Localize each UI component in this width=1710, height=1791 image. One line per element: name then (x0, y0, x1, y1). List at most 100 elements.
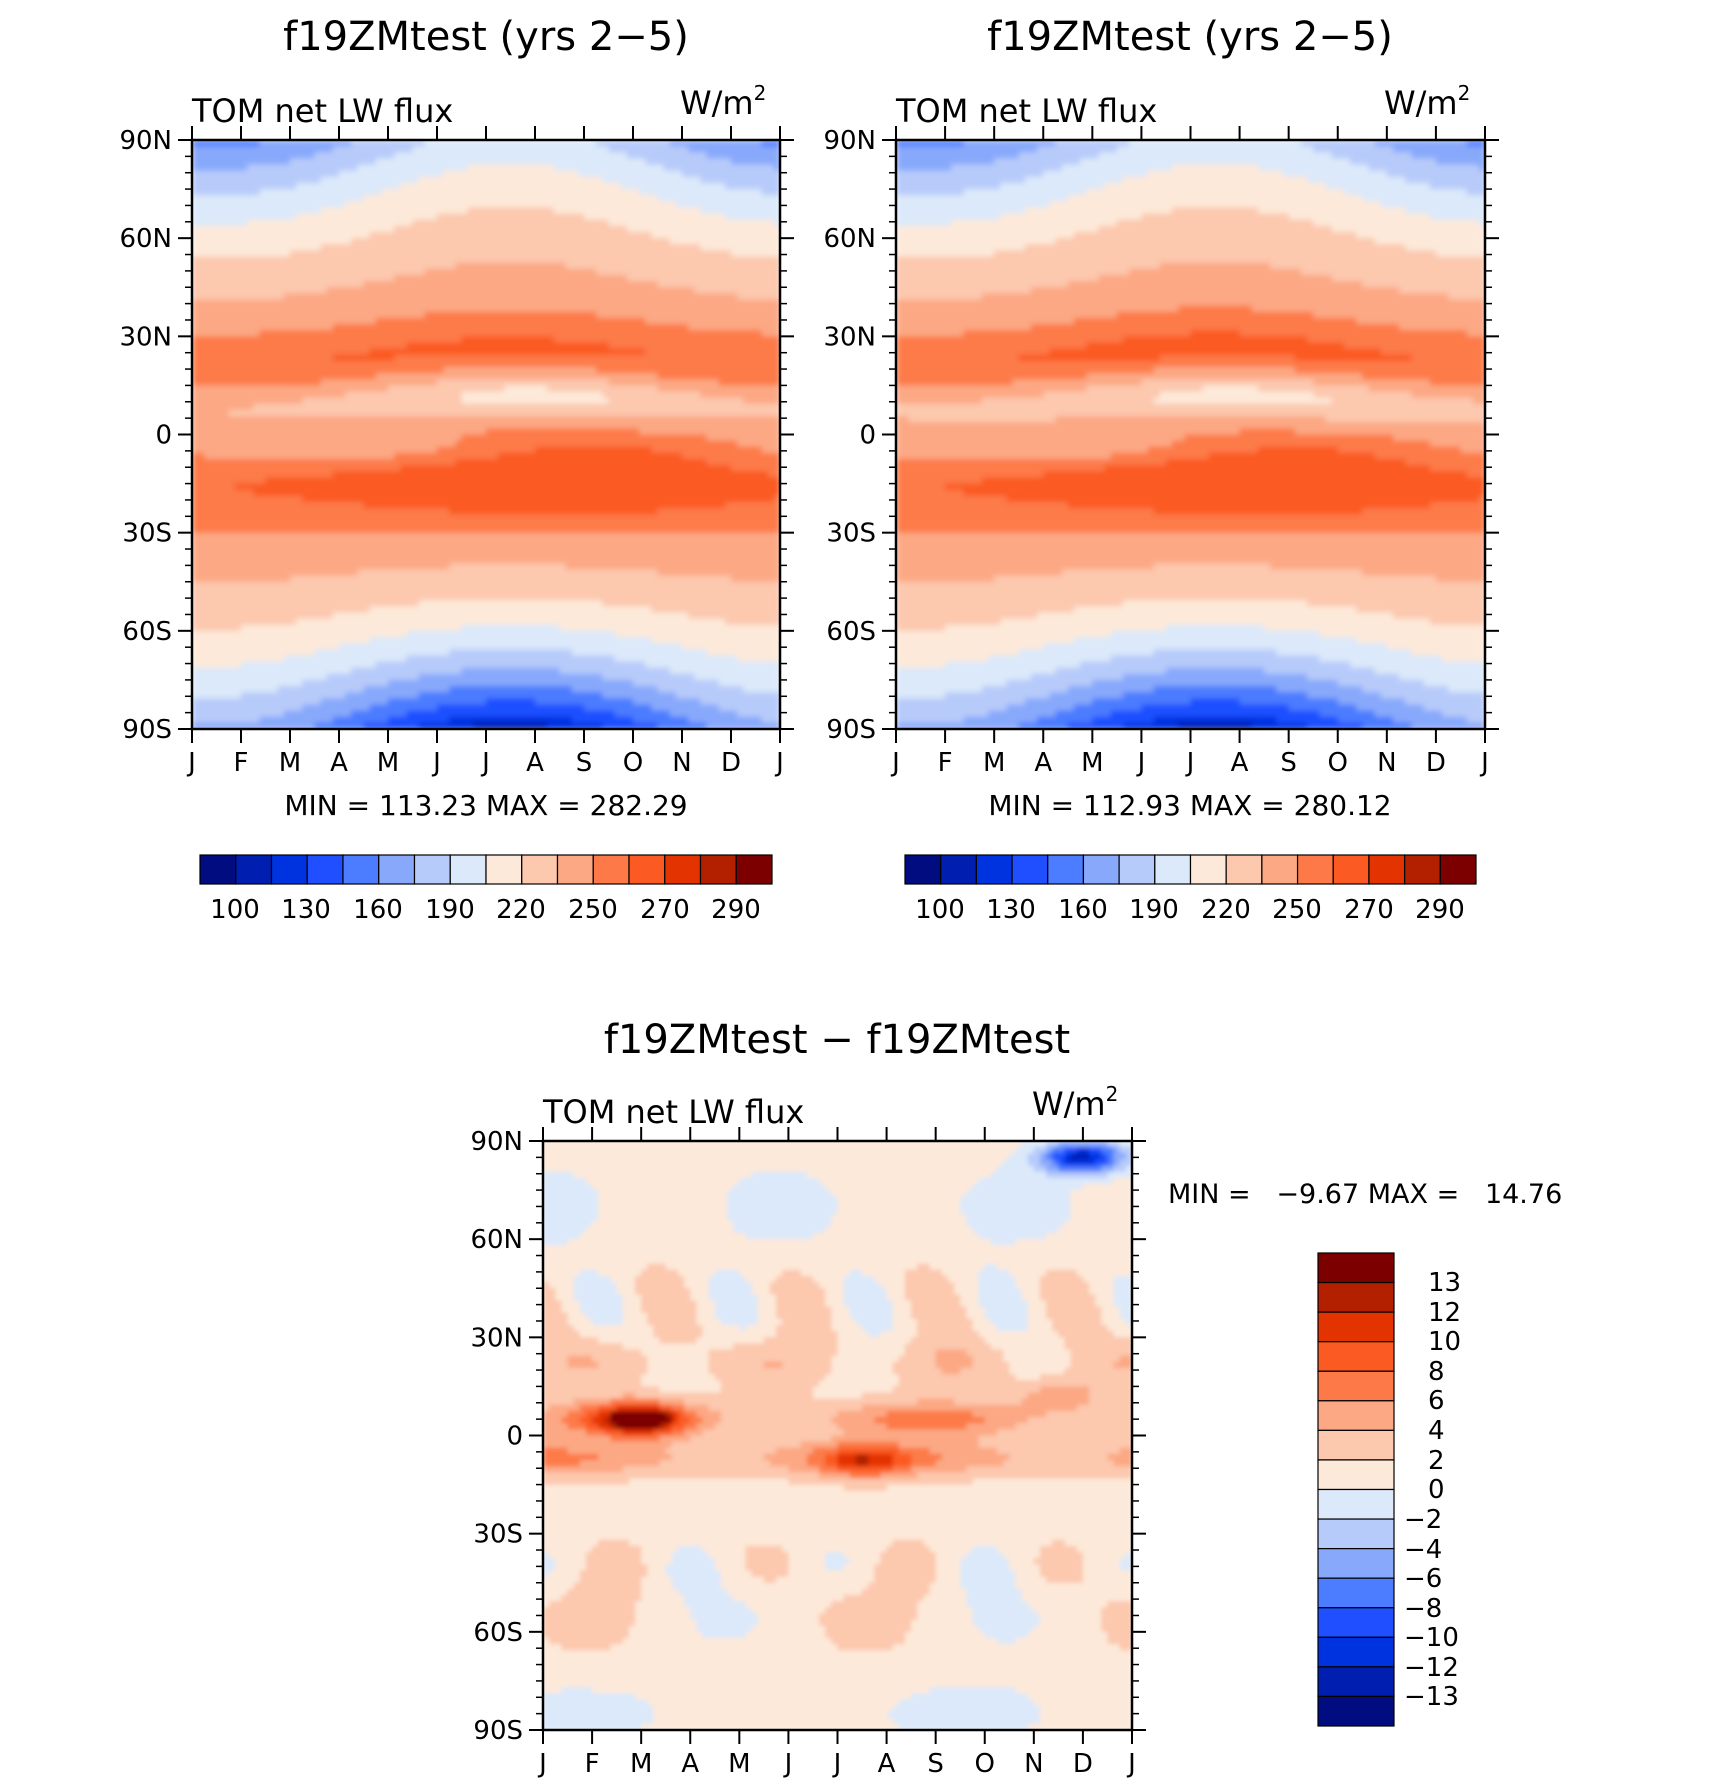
contour-cell (369, 391, 377, 399)
contour-cell (241, 428, 248, 436)
contour-cell (541, 232, 548, 239)
contour-cell (773, 403, 780, 411)
contour-cell (682, 158, 689, 166)
contour-cell (241, 373, 248, 380)
contour-cell (657, 262, 665, 270)
contour-cell (290, 189, 297, 196)
contour-cell (437, 287, 444, 294)
contour-cell (388, 360, 395, 368)
contour-cell (253, 360, 260, 368)
contour-cell (296, 317, 303, 325)
contour-cell (584, 262, 591, 270)
contour-cell (516, 434, 524, 442)
contour-cell (430, 170, 438, 178)
contour-cell (553, 268, 561, 276)
contour-cell (516, 201, 524, 209)
contour-cell (216, 373, 224, 380)
contour-cell (473, 182, 481, 190)
contour-cell (731, 268, 738, 276)
contour-cell (633, 238, 640, 245)
contour-cell (749, 201, 757, 209)
contour-cell (522, 250, 530, 258)
contour-cell (498, 250, 505, 258)
contour-cell (486, 422, 493, 429)
contour-cell (455, 250, 463, 258)
contour-cell (620, 385, 628, 393)
contour-cell (504, 354, 512, 362)
contour-cell (602, 305, 610, 313)
contour-cell (675, 207, 683, 215)
contour-cell (222, 232, 230, 239)
contour-cell (626, 391, 634, 399)
contour-cell (296, 336, 303, 344)
contour-cell (351, 409, 358, 417)
contour-cell (406, 219, 414, 227)
contour-cell (443, 164, 450, 172)
contour-cell (731, 416, 738, 423)
contour-cell (706, 305, 714, 313)
contour-cell (657, 207, 665, 215)
contour-cell (688, 403, 695, 411)
contour-cell (755, 152, 763, 160)
contour-cell (253, 287, 260, 294)
contour-cell (577, 409, 585, 417)
contour-cell (222, 287, 230, 294)
contour-cell (339, 360, 346, 368)
contour-cell (198, 409, 205, 417)
contour-cell (332, 330, 340, 337)
contour-cell (265, 225, 273, 233)
contour-cell (626, 373, 634, 380)
contour-cell (345, 373, 352, 380)
contour-cell (265, 195, 273, 202)
contour-cell (657, 232, 665, 239)
contour-cell (228, 428, 236, 436)
contour-cell (418, 391, 426, 399)
contour-cell (277, 152, 285, 160)
contour-cell (731, 342, 738, 350)
contour-cell (577, 446, 585, 454)
contour-cell (394, 274, 401, 282)
contour-cell (228, 250, 236, 258)
contour-cell (749, 342, 757, 350)
contour-cell (663, 262, 671, 270)
contour-cell (553, 299, 561, 307)
contour-cell (388, 440, 395, 448)
contour-cell (767, 182, 775, 190)
contour-cell (455, 428, 463, 436)
contour-cell (712, 452, 720, 460)
contour-cell (467, 446, 475, 454)
contour-cell (296, 213, 303, 221)
contour-cell (724, 244, 732, 252)
contour-cell (308, 213, 316, 221)
contour-cell (633, 305, 640, 313)
contour-cell (553, 311, 561, 319)
contour-cell (369, 403, 377, 411)
contour-cell (290, 244, 297, 252)
contour-cell (290, 428, 297, 436)
contour-cell (669, 182, 677, 190)
contour-cell (669, 268, 677, 276)
contour-cell (332, 409, 340, 417)
contour-cell (198, 446, 205, 454)
contour-cell (314, 281, 322, 288)
contour-cell (198, 391, 205, 399)
contour-cell (528, 219, 536, 227)
contour-cell (234, 385, 242, 393)
contour-cell (633, 403, 640, 411)
contour-cell (559, 287, 567, 294)
contour-cell (283, 422, 291, 429)
contour-cell (492, 219, 499, 227)
contour-cell (424, 391, 432, 399)
contour-cell (283, 403, 291, 411)
contour-cell (357, 446, 365, 454)
contour-cell (222, 317, 230, 325)
contour-cell (406, 207, 414, 215)
contour-cell (663, 385, 671, 393)
contour-cell (571, 140, 579, 147)
contour-cell (633, 299, 640, 307)
contour-cell (308, 311, 316, 319)
contour-cell (688, 152, 695, 160)
contour-cell (216, 207, 224, 215)
contour-cell (320, 428, 328, 436)
contour-cell (700, 244, 708, 252)
